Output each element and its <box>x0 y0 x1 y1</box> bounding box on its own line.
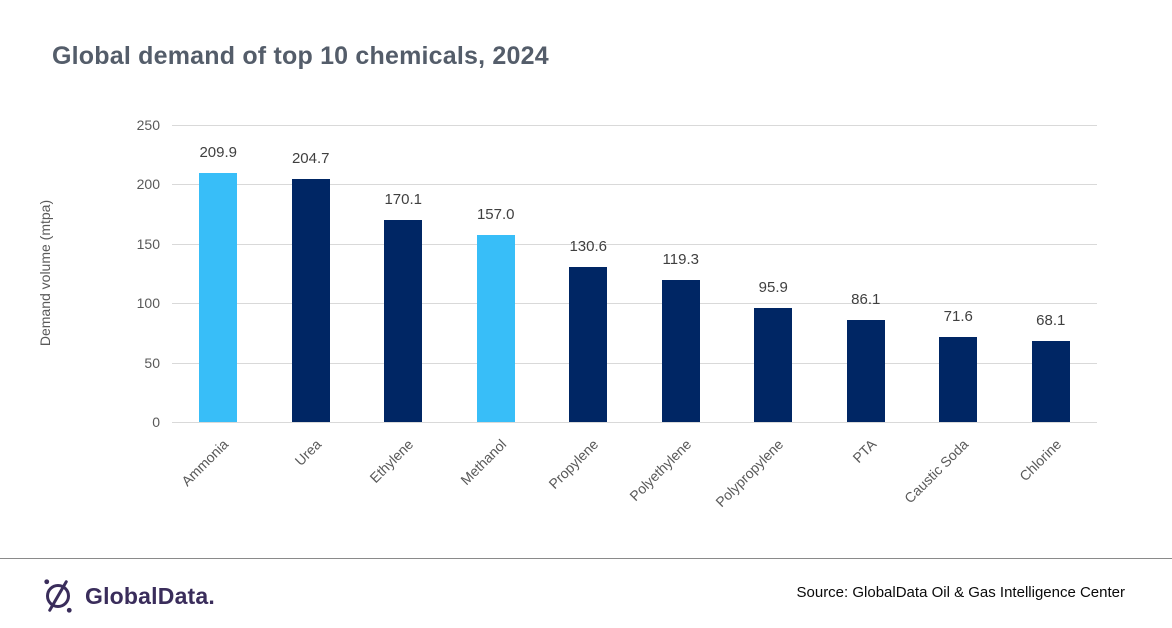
value-label-ammonia: 209.9 <box>199 143 238 161</box>
x-tick-label-ethylene: Ethylene <box>366 436 417 486</box>
bar-polypropylene <box>754 308 793 422</box>
x-tick-label-propylene: Propylene <box>545 436 602 492</box>
bar-caustic-soda <box>939 336 978 422</box>
value-label-polyethylene: 119.3 <box>662 251 699 269</box>
bar-ethylene <box>384 219 423 422</box>
value-label-chlorine: 68.1 <box>1036 312 1066 330</box>
x-tick-label-caustic-soda: Caustic Soda <box>901 436 972 507</box>
y-tick-label-0: 0 <box>152 414 160 430</box>
x-tick-label-polyethylene: Polyethylene <box>626 436 695 505</box>
gridline-y-150 <box>172 243 1097 245</box>
bar-methanol <box>476 235 515 422</box>
y-tick-label-150: 150 <box>136 235 160 252</box>
gridline-y-100 <box>172 303 1097 305</box>
x-tick-label-pta: PTA <box>849 436 880 466</box>
chart-title: Global demand of top 10 chemicals, 2024 <box>52 42 549 70</box>
x-tick-label-urea: Urea <box>291 436 325 469</box>
source-attribution: Source: GlobalData Oil & Gas Intelligenc… <box>796 584 1126 601</box>
x-tick-label-chlorine: Chlorine <box>1015 436 1065 485</box>
y-tick-label-100: 100 <box>136 295 160 312</box>
y-tick-label-50: 50 <box>144 354 160 371</box>
footer-divider <box>0 558 1172 559</box>
gridline-y-0 <box>172 422 1097 423</box>
value-label-pta: 86.1 <box>851 290 881 308</box>
value-label-propylene: 130.6 <box>569 237 608 255</box>
globaldata-globe-icon <box>40 576 76 616</box>
x-tick-label-ammonia: Ammonia <box>178 436 232 490</box>
bar-propylene <box>569 266 608 422</box>
gridline-y-200 <box>172 184 1097 186</box>
value-label-methanol: 157.0 <box>476 206 515 224</box>
x-tick-label-polypropylene: Polypropylene <box>712 436 787 511</box>
bar-chlorine <box>1031 341 1070 422</box>
y-tick-label-200: 200 <box>136 176 160 193</box>
bar-urea <box>291 178 330 422</box>
bar-ammonia <box>199 172 238 422</box>
gridline-y-250 <box>172 125 1097 126</box>
globaldata-logo: GlobalData. <box>40 576 215 616</box>
y-axis-title: Demand volume (mtpa) <box>37 199 53 347</box>
bar-pta <box>846 319 885 422</box>
bar-polyethylene <box>661 280 700 422</box>
value-label-urea: 204.7 <box>291 149 330 167</box>
value-label-polypropylene: 95.9 <box>758 279 788 297</box>
y-tick-label-250: 250 <box>136 117 160 133</box>
globaldata-logo-text: GlobalData. <box>85 582 216 609</box>
value-label-caustic-soda: 71.6 <box>943 307 973 325</box>
value-label-ethylene: 170.1 <box>384 190 423 208</box>
gridline-y-50 <box>172 362 1097 364</box>
x-tick-label-methanol: Methanol <box>457 436 510 489</box>
